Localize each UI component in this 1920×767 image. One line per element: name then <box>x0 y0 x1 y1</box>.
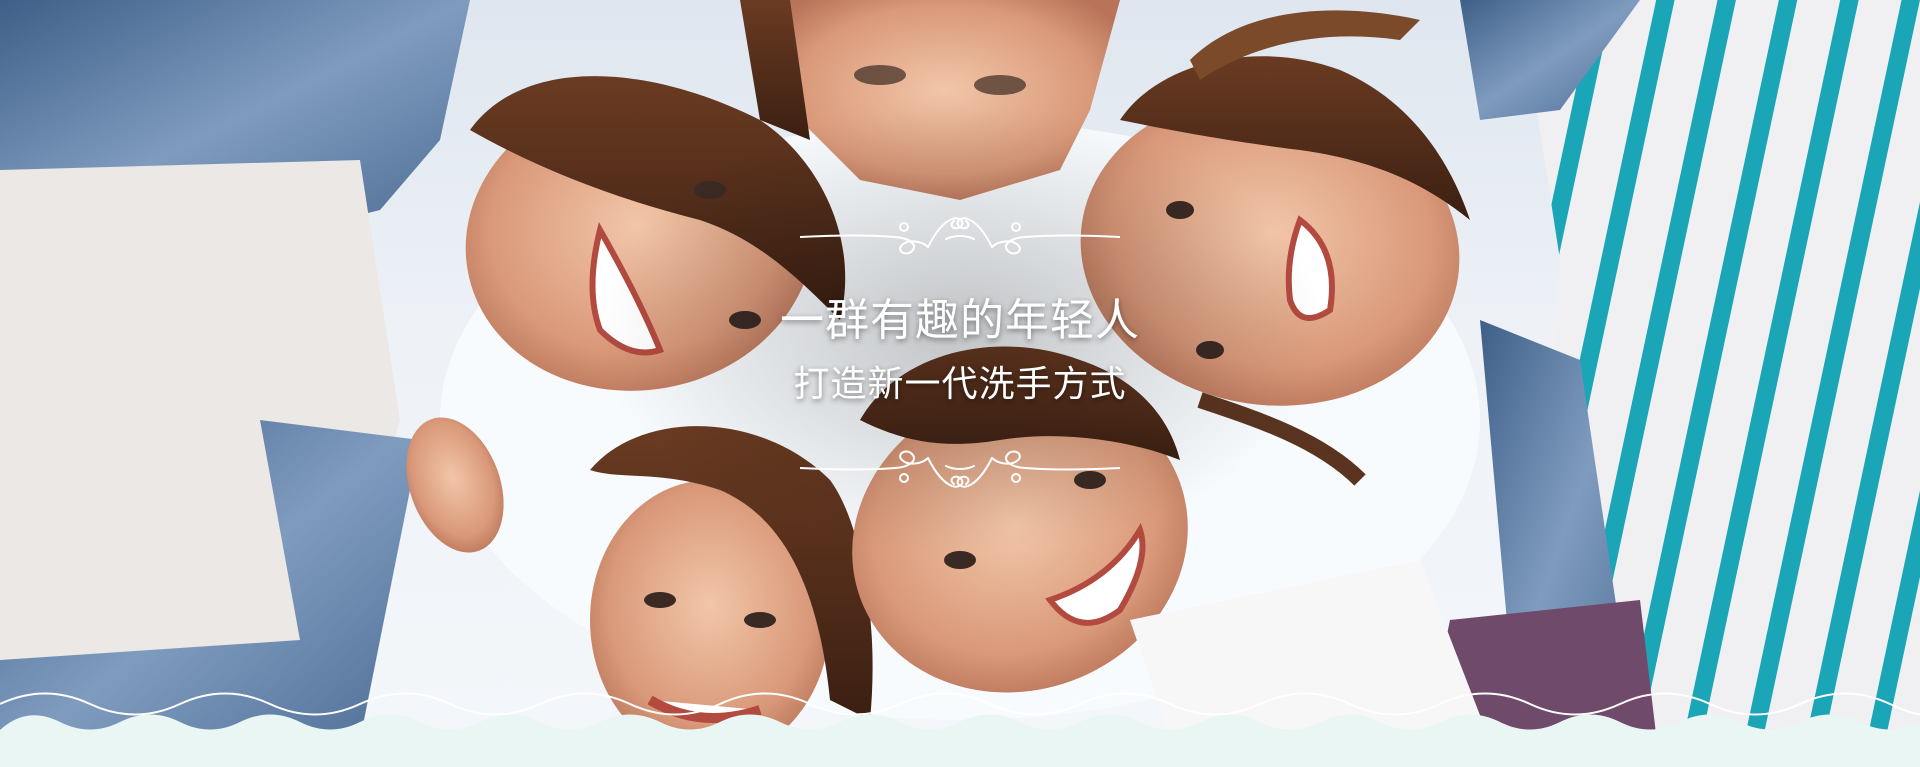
wave-divider <box>0 692 1920 767</box>
hero-headline: 一群有趣的年轻人 <box>780 295 1140 346</box>
flourish-divider-icon <box>800 217 1120 255</box>
hero-title-block: 一群有趣的年轻人 打造新一代洗手方式 <box>760 200 1160 500</box>
flourish-divider-icon <box>800 450 1120 488</box>
hero-subline: 打造新一代洗手方式 <box>793 364 1127 405</box>
